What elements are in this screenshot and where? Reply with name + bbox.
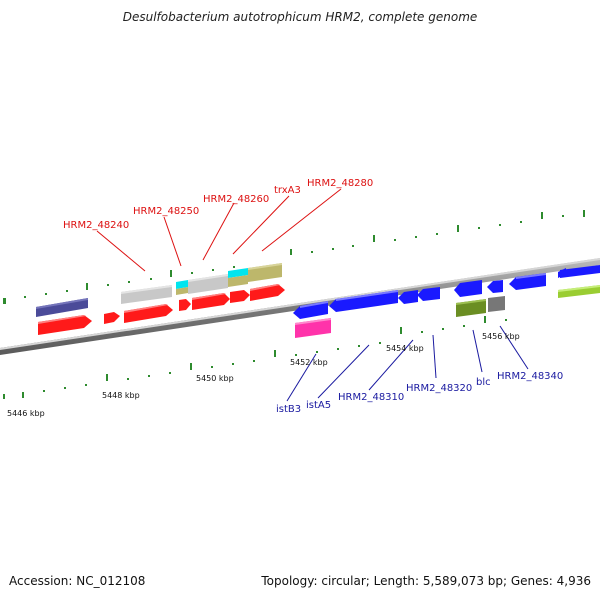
- gene-label[interactable]: HRM2_48280: [307, 178, 373, 189]
- gene-label[interactable]: HRM2_48240: [63, 220, 129, 231]
- scale-label: 5448 kbp: [102, 391, 140, 400]
- gene-label[interactable]: blc: [476, 377, 491, 388]
- forward-features: [36, 263, 600, 335]
- gene-feature[interactable]: [417, 287, 440, 301]
- gene-feature[interactable]: [104, 312, 120, 324]
- gene-feature[interactable]: [179, 299, 191, 311]
- scale-label: 5456 kbp: [482, 332, 520, 341]
- gene-feature[interactable]: [398, 290, 418, 304]
- scale-label: 5446 kbp: [7, 409, 45, 418]
- scale-label: 5454 kbp: [386, 344, 424, 353]
- map-title: Desulfobacterium autotrophicum HRM2, com…: [122, 10, 478, 24]
- gene-label[interactable]: HRM2_48260: [203, 194, 269, 205]
- reverse-gene-labels: istB3 istA5 HRM2_48310 HRM2_48320 blc HR…: [276, 371, 563, 415]
- gene-feature[interactable]: [124, 304, 173, 323]
- gene-feature[interactable]: [293, 301, 328, 319]
- scale-labels: 5446 kbp 5448 kbp 5450 kbp 5452 kbp 5454…: [7, 332, 520, 418]
- gene-feature[interactable]: [558, 285, 600, 298]
- gene-feature[interactable]: [228, 268, 248, 287]
- gene-feature[interactable]: [509, 273, 546, 290]
- gene-feature[interactable]: [295, 318, 331, 338]
- gene-feature[interactable]: [176, 280, 188, 295]
- scale-label: 5450 kbp: [196, 374, 234, 383]
- gene-label[interactable]: HRM2_48340: [497, 371, 563, 382]
- gene-feature[interactable]: [230, 290, 250, 303]
- reverse-features: [293, 273, 546, 338]
- reverse-callout-lines: [286, 325, 529, 402]
- gene-feature[interactable]: [456, 299, 486, 317]
- gene-label[interactable]: istB3: [276, 404, 301, 415]
- gene-feature[interactable]: [188, 274, 228, 294]
- gene-feature[interactable]: [250, 284, 285, 301]
- gene-label[interactable]: HRM2_48320: [406, 383, 472, 394]
- gene-label[interactable]: HRM2_48250: [133, 206, 199, 217]
- gene-feature[interactable]: [248, 263, 282, 282]
- outer-tick-ring: [3, 210, 585, 304]
- gene-feature[interactable]: [329, 290, 398, 312]
- gene-label[interactable]: trxA3: [274, 185, 301, 196]
- gene-label[interactable]: istA5: [306, 400, 331, 411]
- genome-summary: Topology: circular; Length: 5,589,073 bp…: [261, 574, 591, 588]
- gene-feature[interactable]: [38, 315, 92, 335]
- accession-label: Accession: NC_012108: [9, 574, 146, 588]
- gene-feature[interactable]: [192, 293, 230, 310]
- gene-label[interactable]: HRM2_48310: [338, 392, 404, 403]
- gene-feature[interactable]: [488, 296, 505, 312]
- forward-callout-lines: [96, 188, 342, 272]
- gene-feature[interactable]: [454, 280, 482, 297]
- gene-feature[interactable]: [36, 298, 88, 317]
- gene-feature[interactable]: [121, 285, 172, 304]
- forward-gene-labels: HRM2_48240 HRM2_48250 HRM2_48260 trxA3 H…: [63, 178, 373, 231]
- gene-feature[interactable]: [558, 265, 600, 278]
- inner-tick-ring: [3, 316, 507, 399]
- scale-label: 5452 kbp: [290, 358, 328, 367]
- gene-feature[interactable]: [487, 280, 503, 293]
